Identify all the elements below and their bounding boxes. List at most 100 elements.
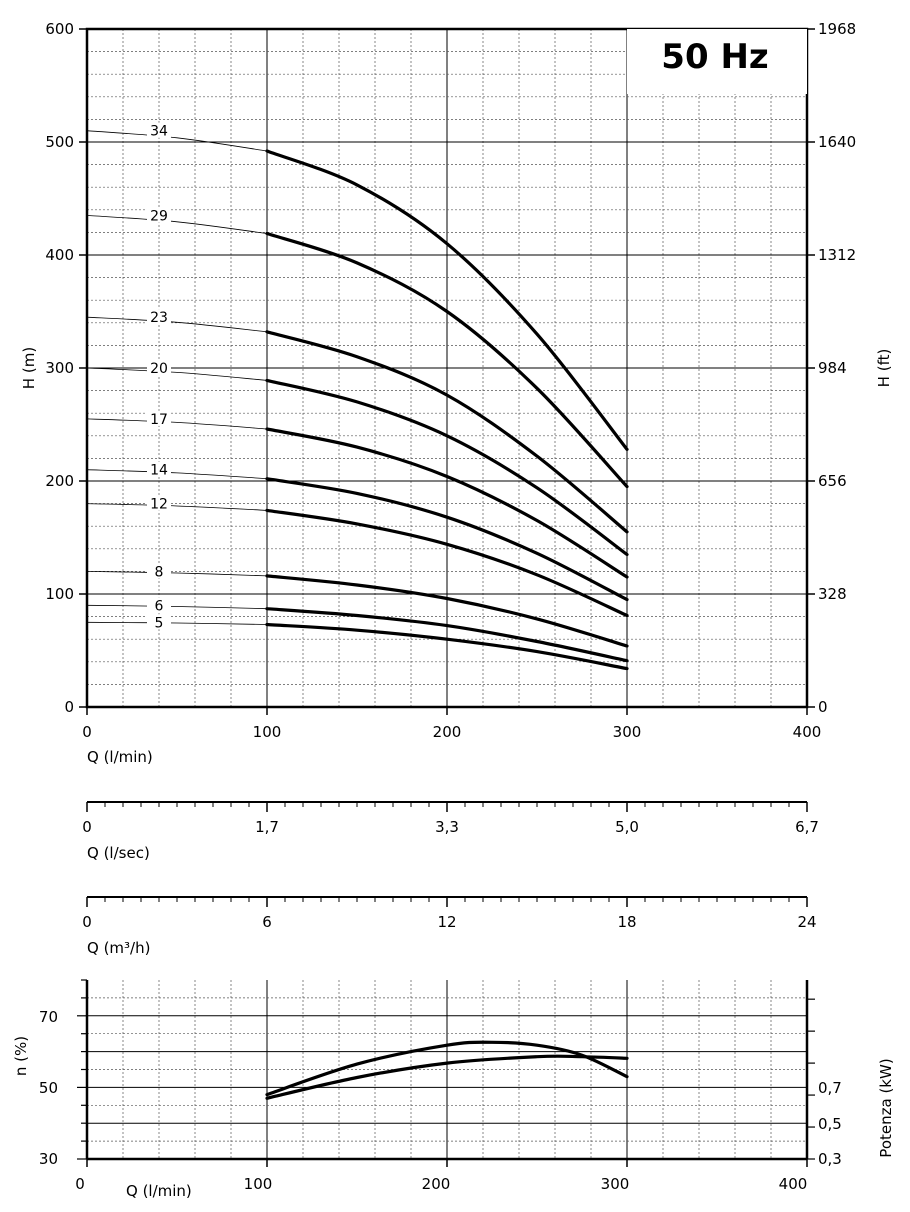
y2-tick-label: 0,7 <box>818 1079 842 1097</box>
curve-label-12: 12 <box>150 497 168 513</box>
y-axis-label: H (m) <box>20 347 38 389</box>
y-tick-label: 30 <box>39 1150 58 1168</box>
x-tick-label: 0 <box>82 723 92 741</box>
y2-tick-label: 1968 <box>818 20 856 38</box>
y-tick-label: 70 <box>39 1008 58 1026</box>
curve-leader-34 <box>86 130 268 152</box>
y2-tick-label: 0,5 <box>818 1115 842 1133</box>
x-tick-label: 18 <box>617 913 636 931</box>
head-curve-8 <box>265 574 629 648</box>
head-curve-14 <box>265 477 629 602</box>
x-tick-label: 100 <box>253 723 282 741</box>
head-curve-6 <box>265 607 629 663</box>
head-curve-34 <box>265 149 629 451</box>
y2-tick-label: 0,3 <box>818 1150 842 1168</box>
curve-label-20: 20 <box>150 361 168 377</box>
y-tick-label: 300 <box>45 359 74 377</box>
y2-tick-label: 984 <box>818 359 847 377</box>
head-curve-23 <box>265 330 629 534</box>
x-axis-label: Q (l/min) <box>126 1182 192 1200</box>
x-tick-label: 3,3 <box>435 818 459 836</box>
curve-label-14: 14 <box>150 463 168 479</box>
curve-leader-5 <box>86 621 268 625</box>
flow-axis-m3h: 0 6 12 18 24 Q (m³/h) <box>82 896 817 957</box>
flow-axis-lsec: 0 1,7 3,3 5,0 6,7 Q (l/sec) <box>82 801 819 862</box>
y-tick-label: 200 <box>45 472 74 490</box>
x-tick-label: 24 <box>797 913 816 931</box>
curve-label-bg <box>147 614 171 630</box>
curve-leader-23 <box>86 316 268 333</box>
x-tick-label: 6,7 <box>795 818 819 836</box>
curve-label-bg <box>147 360 171 375</box>
main-grid <box>87 29 807 707</box>
efficiency-grid <box>87 980 807 1159</box>
curve-label-bg <box>147 309 171 325</box>
head-curve-17 <box>265 427 629 579</box>
curve-label-bg <box>147 207 171 223</box>
y-tick-label: 50 <box>39 1079 58 1097</box>
curve-label-5: 5 <box>155 615 164 631</box>
curve-label-bg <box>147 495 171 511</box>
chart-title: 50 Hz <box>661 37 768 77</box>
axis-ticks <box>86 897 808 907</box>
curve-label-bg <box>147 410 171 426</box>
curve-labels: 34 29 23 20 17 14 12 8 65 <box>147 122 171 631</box>
x-tick-label: 400 <box>793 723 822 741</box>
x-axis-label: Q (m³/h) <box>87 939 150 957</box>
x-tick-label: 300 <box>601 1175 630 1193</box>
curve-label-bg <box>147 122 171 138</box>
y2-tick-label: 1640 <box>818 133 856 151</box>
curve-leader-12 <box>86 503 268 511</box>
head-curve-20 <box>265 378 629 557</box>
y2-axis-label: Potenza (kW) <box>877 1058 895 1157</box>
head-curves <box>86 130 629 671</box>
power-curve <box>265 1054 629 1100</box>
x-tick-label: 300 <box>613 723 642 741</box>
efficiency-power-chart: 30 50 70 0,3 0,5 0,7 0 100 200 300 400 Q… <box>12 979 895 1200</box>
head-curve-5 <box>265 622 629 671</box>
y-axis-label: n (%) <box>12 1036 30 1076</box>
curve-label-bg <box>147 597 171 613</box>
head-curve-12 <box>265 508 629 618</box>
x-tick-label: 200 <box>422 1175 451 1193</box>
curve-label-17: 17 <box>150 412 168 428</box>
x-tick-label: 400 <box>779 1175 808 1193</box>
y-tick-label: 100 <box>45 585 74 603</box>
y2-tick-label: 656 <box>818 472 847 490</box>
frequency-box <box>627 29 807 94</box>
y-tick-label: 500 <box>45 133 74 151</box>
x-axis-label: Q (l/sec) <box>87 844 150 862</box>
x-tick-label: 5,0 <box>615 818 639 836</box>
x-tick-label: 100 <box>244 1175 273 1193</box>
y2-axis-label: H (ft) <box>875 349 893 388</box>
x-axis-label: Q (l/min) <box>87 748 153 766</box>
curve-label-29: 29 <box>150 208 168 224</box>
axis-ticks <box>86 802 808 812</box>
x-tick-label: 0 <box>82 818 92 836</box>
curve-leader-20 <box>86 367 268 381</box>
efficiency-curves <box>265 1040 629 1100</box>
curve-leader-8 <box>86 571 268 577</box>
y2-tick-label: 0 <box>818 698 828 716</box>
y2-tick-label: 328 <box>818 585 847 603</box>
x-tick-label: 12 <box>437 913 456 931</box>
curve-label-8: 8 <box>155 564 164 580</box>
x-tick-label: 1,7 <box>255 818 279 836</box>
y-tick-label: 600 <box>45 20 74 38</box>
head-flow-chart: 50 Hz 0 100 200 300 400 500 600 0 328 65… <box>20 20 893 766</box>
x-tick-label: 0 <box>75 1175 85 1193</box>
curve-label-bg <box>147 563 171 579</box>
curve-leader-17 <box>86 418 268 430</box>
y-tick-label: 400 <box>45 246 74 264</box>
y-tick-label: 0 <box>64 698 74 716</box>
main-tick-marks <box>79 28 815 715</box>
curve-label-bg <box>147 461 171 477</box>
x-tick-label: 0 <box>82 913 92 931</box>
curve-leader-14 <box>86 469 268 480</box>
x-tick-label: 6 <box>262 913 272 931</box>
curve-leader-29 <box>86 215 268 234</box>
y2-tick-label: 1312 <box>818 246 856 264</box>
eff-tick-marks <box>77 979 815 1167</box>
curve-label-23: 23 <box>150 310 168 326</box>
